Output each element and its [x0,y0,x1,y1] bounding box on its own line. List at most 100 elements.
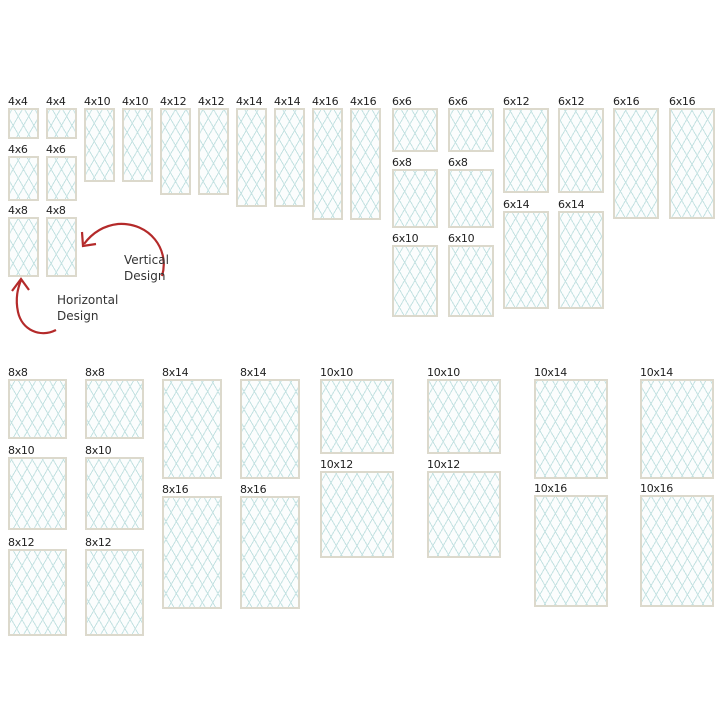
size-label: 4x16 [350,95,377,108]
size-label: 10x10 [427,366,461,379]
size-label: 8x14 [162,366,189,379]
design-tile-4x14 [274,108,305,207]
size-label: 8x16 [162,483,189,496]
size-label: 4x6 [8,143,28,156]
design-tile-6x16 [613,108,659,219]
design-tile-6x6 [392,108,438,152]
size-label: 4x14 [274,95,301,108]
design-tile-8x14 [240,379,300,479]
design-tile-10x14 [640,379,714,479]
size-label: 8x8 [85,366,105,379]
design-tile-4x8 [46,217,77,277]
size-label: 8x12 [8,536,35,549]
size-label: 4x12 [160,95,187,108]
design-tile-10x10 [427,379,501,454]
design-tile-10x10 [320,379,394,454]
size-label: 10x10 [320,366,354,379]
design-tile-4x6 [46,156,77,201]
size-label: 8x16 [240,483,267,496]
vertical-design-note: Vertical Design [124,252,169,284]
design-tile-4x4 [46,108,77,139]
design-tile-8x16 [240,496,300,609]
design-tile-8x10 [8,457,67,530]
design-tile-8x8 [8,379,67,439]
design-tile-6x10 [448,245,494,317]
design-tile-6x12 [558,108,604,193]
size-label: 10x14 [640,366,674,379]
size-label: 6x12 [558,95,585,108]
design-tile-10x12 [427,471,501,558]
size-label: 6x16 [613,95,640,108]
design-tile-8x8 [85,379,144,439]
design-tile-6x8 [448,169,494,228]
size-label: 10x16 [534,482,568,495]
size-label: 6x8 [448,156,468,169]
horizontal-note-line1: Horizontal [57,293,119,307]
vertical-arrowhead [80,231,97,248]
size-label: 8x12 [85,536,112,549]
size-label: 4x6 [46,143,66,156]
size-label: 6x8 [392,156,412,169]
size-label: 10x12 [320,458,354,471]
size-label: 4x4 [8,95,28,108]
design-tile-6x12 [503,108,549,193]
design-tile-10x12 [320,471,394,558]
size-label: 4x10 [84,95,111,108]
size-label: 8x8 [8,366,28,379]
size-label: 4x12 [198,95,225,108]
design-tile-4x4 [8,108,39,139]
design-tile-4x6 [8,156,39,201]
design-tile-6x8 [392,169,438,228]
vertical-note-line1: Vertical [124,253,169,267]
size-label: 4x8 [46,204,66,217]
size-label: 6x10 [392,232,419,245]
size-label: 10x14 [534,366,568,379]
design-tile-8x12 [85,549,144,636]
size-label: 8x14 [240,366,267,379]
design-tile-4x10 [122,108,153,182]
size-label: 4x4 [46,95,66,108]
size-label: 6x16 [669,95,696,108]
size-label: 8x10 [85,444,112,457]
design-tile-10x16 [640,495,714,607]
design-tile-4x14 [236,108,267,207]
design-tile-4x16 [350,108,381,220]
design-tile-10x14 [534,379,608,479]
design-tile-4x12 [160,108,191,195]
design-tile-6x6 [448,108,494,152]
design-tile-4x12 [198,108,229,195]
design-tile-4x16 [312,108,343,220]
size-label: 4x14 [236,95,263,108]
design-tile-6x16 [669,108,715,219]
design-tile-8x10 [85,457,144,530]
design-tile-4x10 [84,108,115,182]
horizontal-arrow [15,279,57,335]
size-label: 6x14 [503,198,530,211]
vertical-arrow [83,222,165,277]
size-label: 4x16 [312,95,339,108]
design-tile-6x14 [503,211,549,309]
design-tile-4x8 [8,217,39,277]
size-label: 4x10 [122,95,149,108]
size-label: 8x10 [8,444,35,457]
design-tile-10x16 [534,495,608,607]
size-label: 6x12 [503,95,530,108]
horizontal-design-note: Horizontal Design [57,292,118,324]
horizontal-arrowhead [11,277,30,292]
design-tile-8x14 [162,379,222,479]
design-tile-8x12 [8,549,67,636]
size-label: 6x6 [392,95,412,108]
size-label: 6x6 [448,95,468,108]
design-tile-6x14 [558,211,604,309]
size-label: 10x12 [427,458,461,471]
design-tile-6x10 [392,245,438,317]
vertical-note-line2: Design [124,269,166,283]
size-label: 10x16 [640,482,674,495]
size-label: 6x10 [448,232,475,245]
design-tile-8x16 [162,496,222,609]
size-label: 6x14 [558,198,585,211]
horizontal-note-line2: Design [57,309,99,323]
size-label: 4x8 [8,204,28,217]
